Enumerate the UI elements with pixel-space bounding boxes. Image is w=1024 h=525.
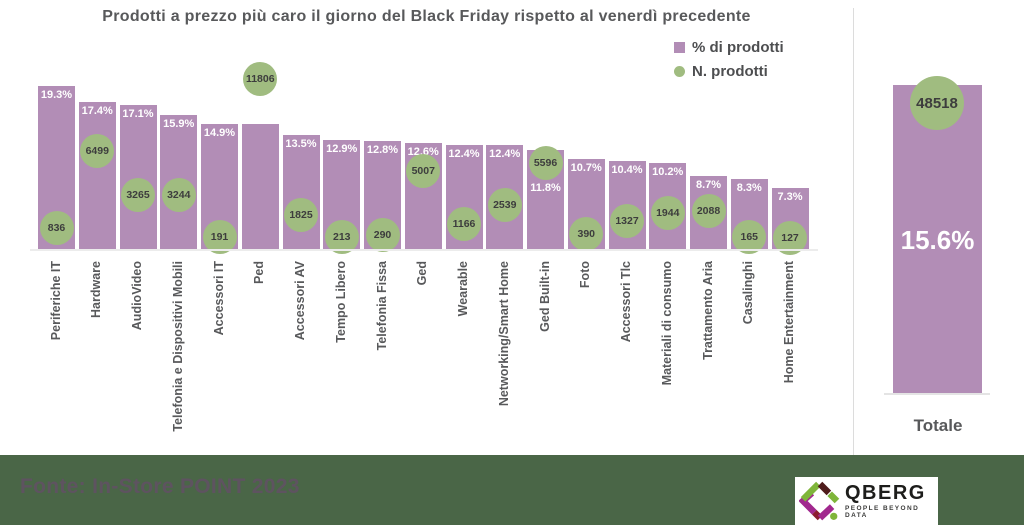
bar-n-circle: 191 [202,219,237,254]
bar-n-circle: 2539 [487,187,522,222]
qberg-diamond-icon [799,481,840,521]
bar-n-circle: 1825 [284,197,318,232]
legend-item-n: N. prodotti [674,63,784,80]
bar-n-circle: 3244 [161,178,196,213]
bar-pct-label: 11.8% [530,182,561,195]
panel-divider [853,8,854,455]
bar-n-circle: 11806 [243,61,278,96]
category-label: Accessori IT [211,261,226,336]
x-axis-line [30,249,818,251]
category-label: Telefonia e Dispositivi Mobili [170,261,185,432]
category-label: Ped [252,261,267,284]
category-label: Trattamento Aria [700,261,715,360]
bar-n-circle: 1944 [650,195,685,230]
bar-n-circle: 5596 [528,146,563,181]
qberg-logo: QBERG PEOPLE BEYOND DATA [795,477,938,525]
category-label: Foto [578,261,593,289]
bar [119,105,157,249]
bar-pct-label: 8.7% [695,178,722,191]
qberg-wordmark: QBERG PEOPLE BEYOND DATA [845,483,938,519]
total-bar [893,85,982,393]
total-axis-line [884,393,990,395]
bar [241,124,279,249]
qberg-tagline-text: PEOPLE BEYOND DATA [845,505,920,519]
bar-pct-label: 8.3% [736,182,762,195]
bar-n-circle: 2088 [691,194,726,228]
bar-pct-label: 10.2% [652,166,684,179]
bar-pct-label: 12.4% [448,147,480,160]
category-label: Networking/Smart Home [496,261,511,407]
category-label: Home Entertainment [782,261,796,384]
bar [282,135,320,249]
bar-pct-label: 10.7% [570,161,602,174]
bar-n-circle: 5007 [406,154,441,189]
bar-pct-label: 12.9% [326,143,358,156]
legend-square-icon [674,42,685,53]
category-label: AudioVideo [130,261,144,331]
total-pct-label: 15.6% [900,225,975,255]
bar-n-circle: 390 [569,217,604,252]
bar-n-circle: 1327 [610,204,644,239]
category-label: Telefonia Fissa [374,261,389,351]
category-label: Accessori Tlc [619,261,633,343]
bar-pct-label: 12.4% [489,147,521,160]
bar-pct-label: 7.3% [777,190,803,203]
category-label: Hardware [89,261,104,318]
bar-n-circle: 1166 [447,206,481,241]
total-n-circle: 48518 [910,76,964,130]
bar-n-circle: 165 [732,220,767,255]
bar-n-circle: 6499 [80,134,115,168]
legend: % di prodotti N. prodotti [674,39,784,87]
legend-circle-icon [674,66,685,77]
category-label: Ged Built-in [537,261,552,332]
bar-pct-label: 14.8% [244,97,276,110]
category-label: Accessori AV [293,261,307,341]
bar-pct-label: 12.8% [366,144,399,157]
bar-n-circle: 213 [324,219,359,254]
bar-n-circle: 836 [39,211,74,246]
total-category-label: Totale [913,416,963,435]
bar [78,102,116,249]
bar-n-circle: 290 [365,218,400,253]
category-label: Ged [415,261,430,286]
category-label: Wearable [456,261,470,317]
chart-title: Prodotti a prezzo più caro il giorno del… [102,8,751,25]
bar-pct-label: 15.9% [163,118,195,131]
bar-pct-label: 17.4% [81,105,113,118]
legend-label: % di prodotti [692,39,784,56]
bar-pct-label: 14.9% [203,126,236,139]
category-label: Tempo Libero [333,261,348,343]
category-label: Materiali di consumo [659,261,674,386]
category-label: Casalinghi [741,261,756,325]
qberg-brand-text: QBERG [845,482,926,504]
source-text: Fonte: In-Store POINT 2023 [20,475,300,498]
bar-pct-label: 10.4% [611,164,643,177]
legend-item-pct: % di prodotti [674,39,784,56]
category-label: Periferiche IT [48,261,63,341]
legend-label: N. prodotti [692,63,768,80]
bar-pct-label: 17.1% [122,108,154,121]
bar-pct-label: 19.3% [40,89,73,102]
bar-n-circle: 3265 [121,177,155,212]
bar-pct-label: 13.5% [285,138,317,151]
